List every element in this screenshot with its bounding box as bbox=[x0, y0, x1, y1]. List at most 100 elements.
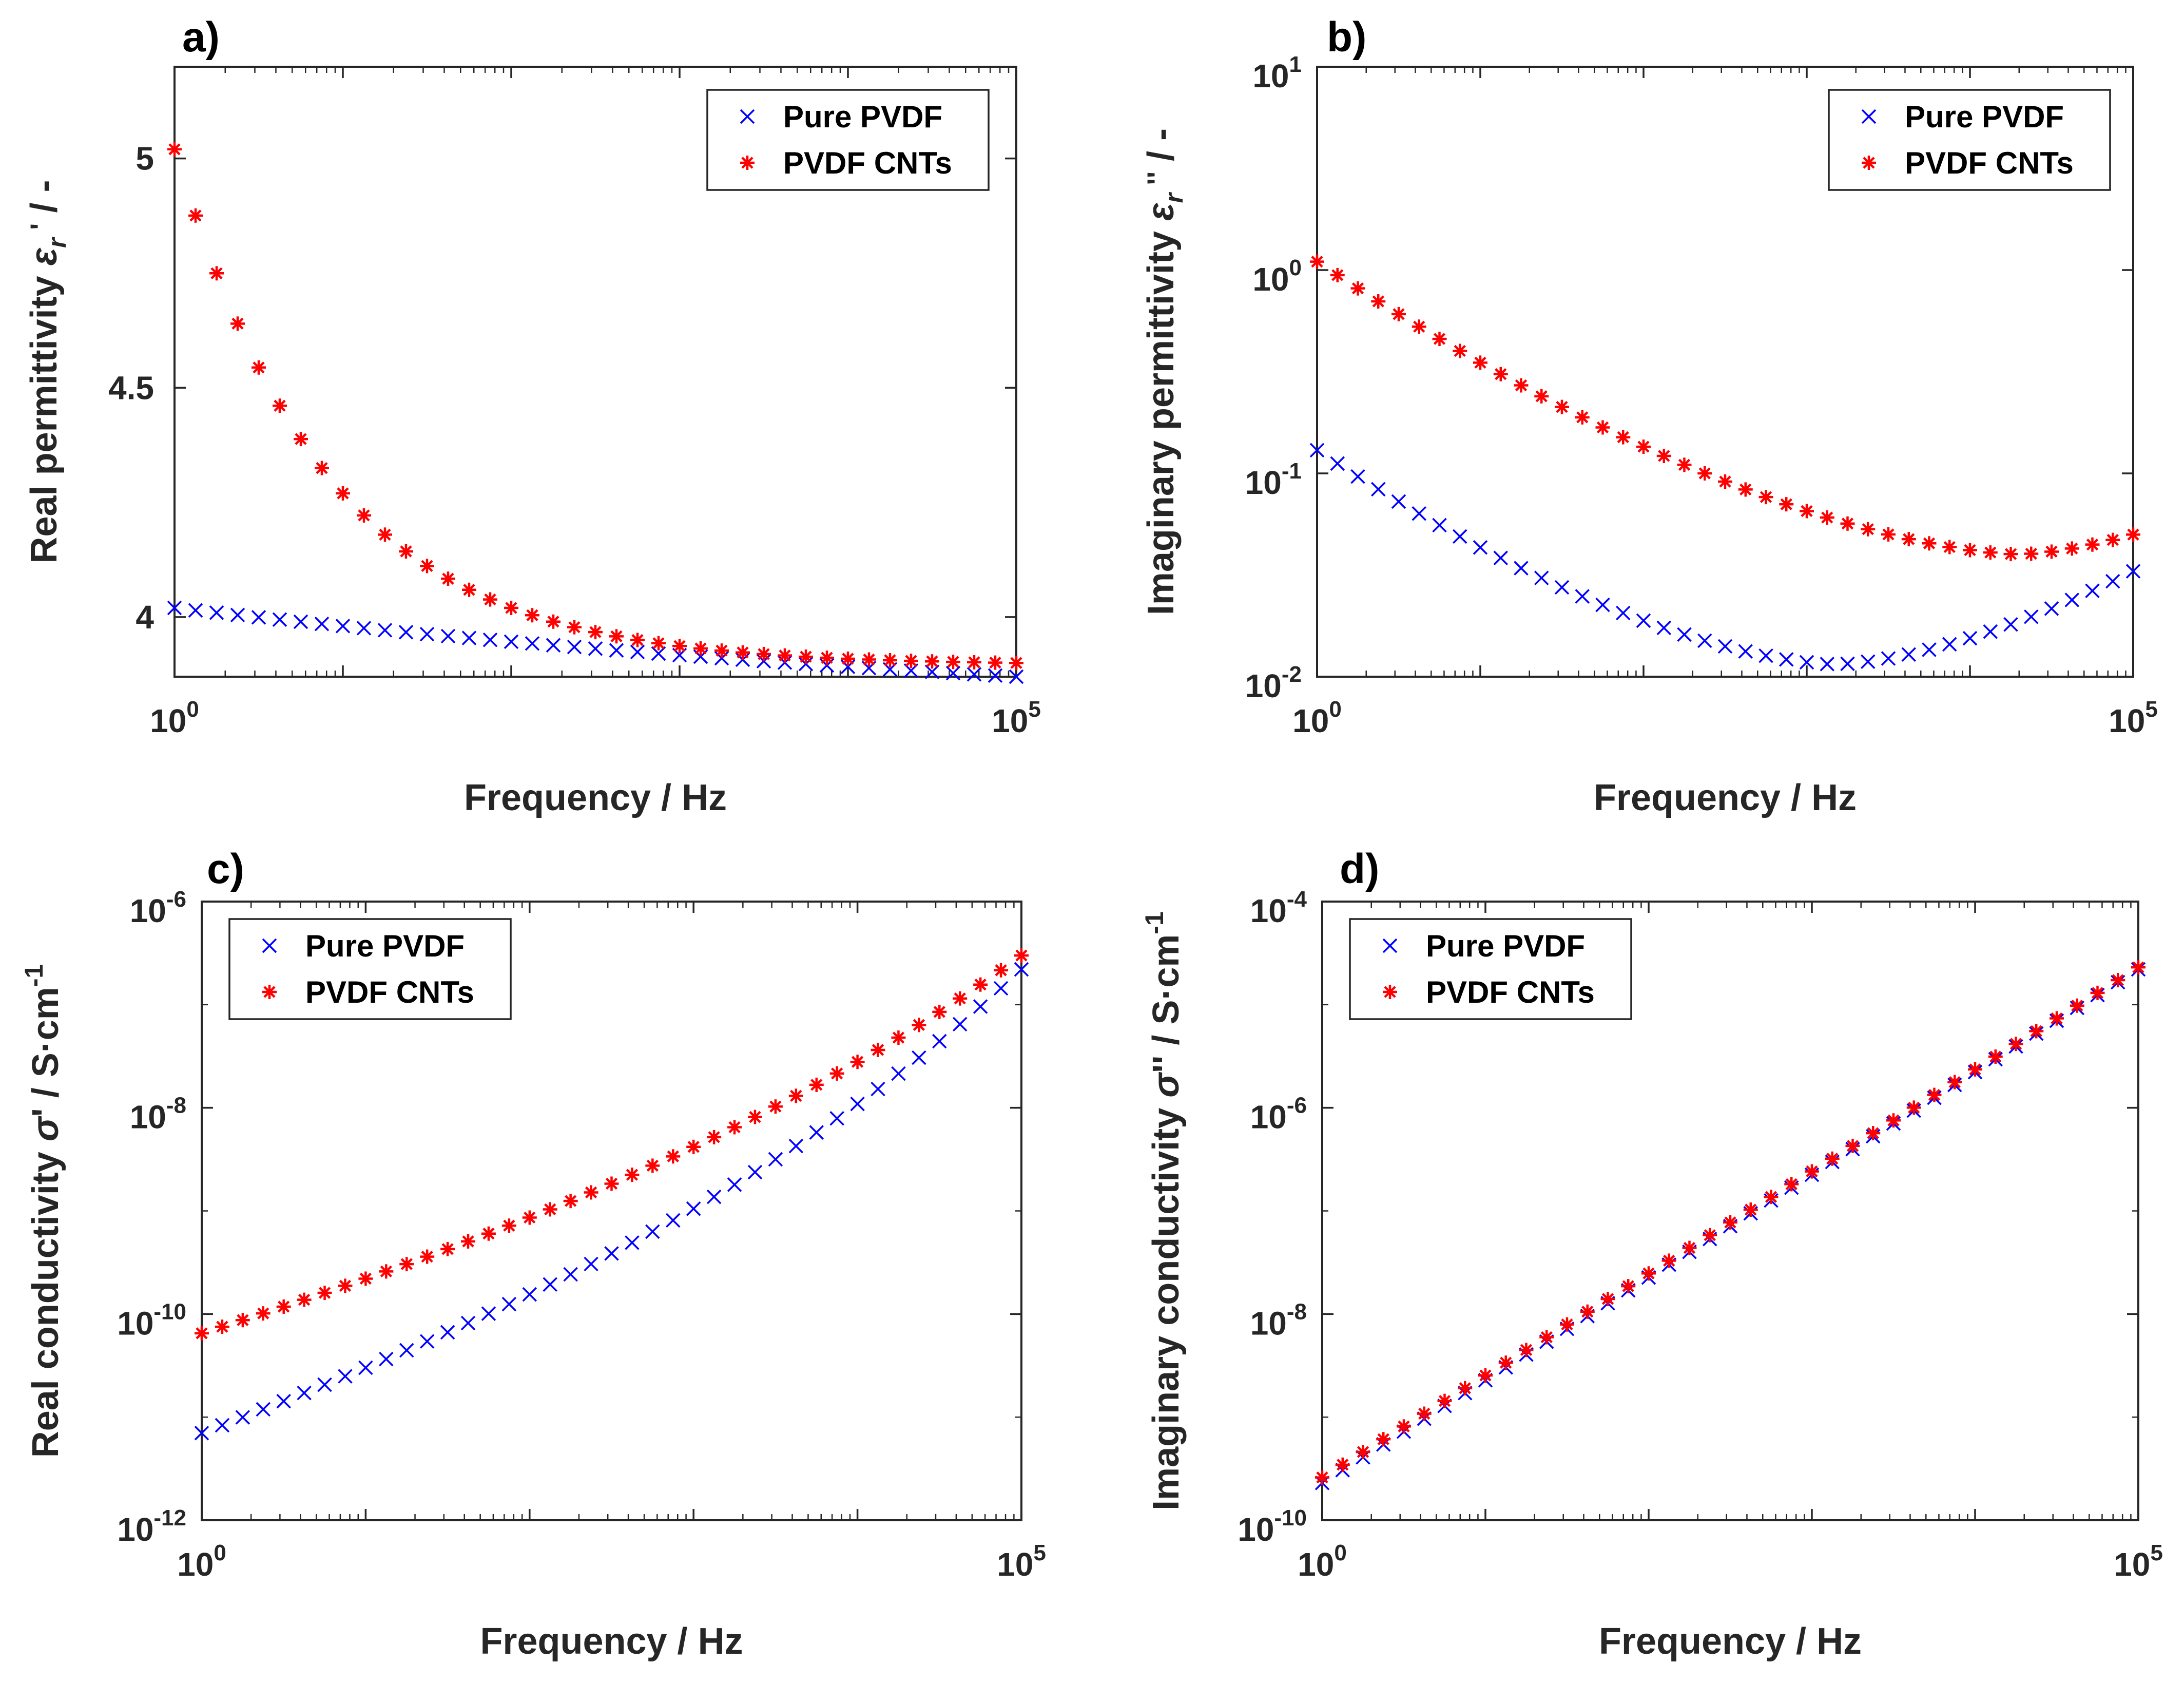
data-point bbox=[314, 617, 330, 632]
legend-label: Pure PVDF bbox=[1905, 100, 2064, 134]
data-point bbox=[651, 636, 666, 651]
panel-d: 100 105 10-10 10-8 10-6 10-4 Frequency / Hz Ima… bbox=[1140, 846, 2163, 1662]
data-point bbox=[829, 1066, 844, 1081]
data-point bbox=[1718, 474, 1732, 489]
data-point bbox=[293, 614, 308, 629]
y-tick-label: 100 bbox=[1252, 255, 1302, 298]
data-point bbox=[1963, 543, 1977, 558]
data-point bbox=[358, 1271, 373, 1286]
data-point bbox=[461, 1234, 476, 1249]
data-point bbox=[338, 1369, 353, 1384]
data-point bbox=[251, 610, 266, 625]
data-point bbox=[1437, 1393, 1452, 1408]
data-point bbox=[666, 1213, 681, 1228]
legend-label: Pure PVDF bbox=[305, 929, 465, 963]
data-point bbox=[707, 1130, 722, 1144]
data-point bbox=[584, 1185, 598, 1200]
data-point bbox=[1616, 430, 1631, 445]
data-point bbox=[546, 638, 561, 653]
data-point bbox=[501, 1296, 517, 1312]
data-point bbox=[1779, 652, 1794, 667]
data-point bbox=[1764, 1190, 1779, 1204]
data-point bbox=[273, 398, 287, 413]
y-tick-label: 10-8 bbox=[1250, 1299, 1307, 1342]
data-point bbox=[1697, 466, 1712, 481]
data-point bbox=[1330, 456, 1345, 471]
data-point bbox=[1595, 420, 1610, 435]
data-point bbox=[317, 1377, 332, 1392]
data-point bbox=[420, 1249, 435, 1264]
data-point bbox=[543, 1202, 557, 1217]
data-point bbox=[686, 1139, 701, 1154]
legend: Pure PVDF PVDF CNTs bbox=[1349, 918, 1632, 1020]
data-point bbox=[1432, 518, 1447, 533]
series-pure-pvdf bbox=[194, 962, 1029, 1441]
data-point bbox=[2090, 985, 2105, 1000]
data-point bbox=[1458, 1381, 1473, 1395]
legend-marker bbox=[262, 985, 277, 999]
data-point bbox=[993, 981, 1009, 996]
data-point bbox=[1453, 343, 1467, 358]
panel-label: b) bbox=[1327, 14, 1366, 61]
data-point bbox=[230, 316, 245, 331]
data-point bbox=[525, 636, 540, 651]
data-point bbox=[1554, 580, 1570, 595]
y-tick-label: 10-1 bbox=[1245, 458, 1302, 501]
data-point bbox=[419, 626, 435, 642]
data-point bbox=[1758, 490, 1773, 505]
data-point bbox=[1922, 536, 1937, 551]
y-tick-label: 10-2 bbox=[1245, 662, 1302, 704]
legend: Pure PVDF PVDF CNTs bbox=[1828, 89, 2111, 191]
data-point bbox=[820, 651, 834, 665]
data-point bbox=[399, 544, 413, 559]
data-point bbox=[1014, 948, 1029, 963]
data-point bbox=[1560, 1317, 1574, 1332]
data-point bbox=[946, 655, 960, 670]
data-point bbox=[1350, 281, 1365, 296]
data-point bbox=[1412, 506, 1426, 521]
data-point bbox=[625, 1168, 640, 1182]
x-tick-label: 100 bbox=[1292, 697, 1342, 739]
y-tick-label: 10-4 bbox=[1250, 887, 1307, 929]
data-point bbox=[924, 664, 940, 679]
data-point bbox=[1968, 1062, 1982, 1077]
data-point bbox=[1881, 651, 1896, 666]
data-point bbox=[630, 644, 645, 660]
data-point bbox=[1315, 1470, 1329, 1485]
data-point bbox=[871, 1042, 885, 1057]
data-point bbox=[167, 142, 182, 157]
data-point bbox=[481, 1226, 496, 1241]
data-point bbox=[1805, 1164, 1819, 1179]
data-point bbox=[1656, 448, 1671, 463]
data-point bbox=[235, 1410, 250, 1425]
data-point bbox=[215, 1319, 229, 1334]
data-point bbox=[1820, 510, 1834, 525]
x-tick-label: 100 bbox=[1298, 1540, 1347, 1583]
data-point bbox=[522, 1210, 537, 1225]
data-point bbox=[230, 607, 245, 623]
data-point bbox=[420, 559, 434, 573]
data-point bbox=[747, 1164, 763, 1180]
legend-marker bbox=[1862, 156, 1876, 170]
data-point bbox=[522, 1287, 537, 1302]
y-tick-label: 4.5 bbox=[108, 369, 154, 406]
data-point bbox=[256, 1306, 270, 1321]
data-point bbox=[2003, 617, 2018, 632]
data-point bbox=[988, 668, 1003, 683]
plot-frame bbox=[1316, 66, 2134, 678]
data-point bbox=[2064, 592, 2079, 607]
series-pvdf-cnts bbox=[195, 948, 1029, 1341]
x-tick-label: 100 bbox=[177, 1540, 226, 1583]
legend-marker bbox=[1382, 938, 1398, 953]
data-point bbox=[2131, 960, 2146, 975]
data-point bbox=[272, 612, 287, 627]
data-point bbox=[1397, 1419, 1411, 1434]
data-point bbox=[1595, 597, 1610, 613]
data-point bbox=[1723, 1215, 1737, 1230]
data-point bbox=[2126, 527, 2140, 542]
data-point bbox=[1779, 497, 1794, 512]
legend: Pure PVDF PVDF CNTs bbox=[228, 918, 512, 1020]
legend-box bbox=[1349, 918, 1632, 1020]
data-point bbox=[829, 1111, 844, 1126]
